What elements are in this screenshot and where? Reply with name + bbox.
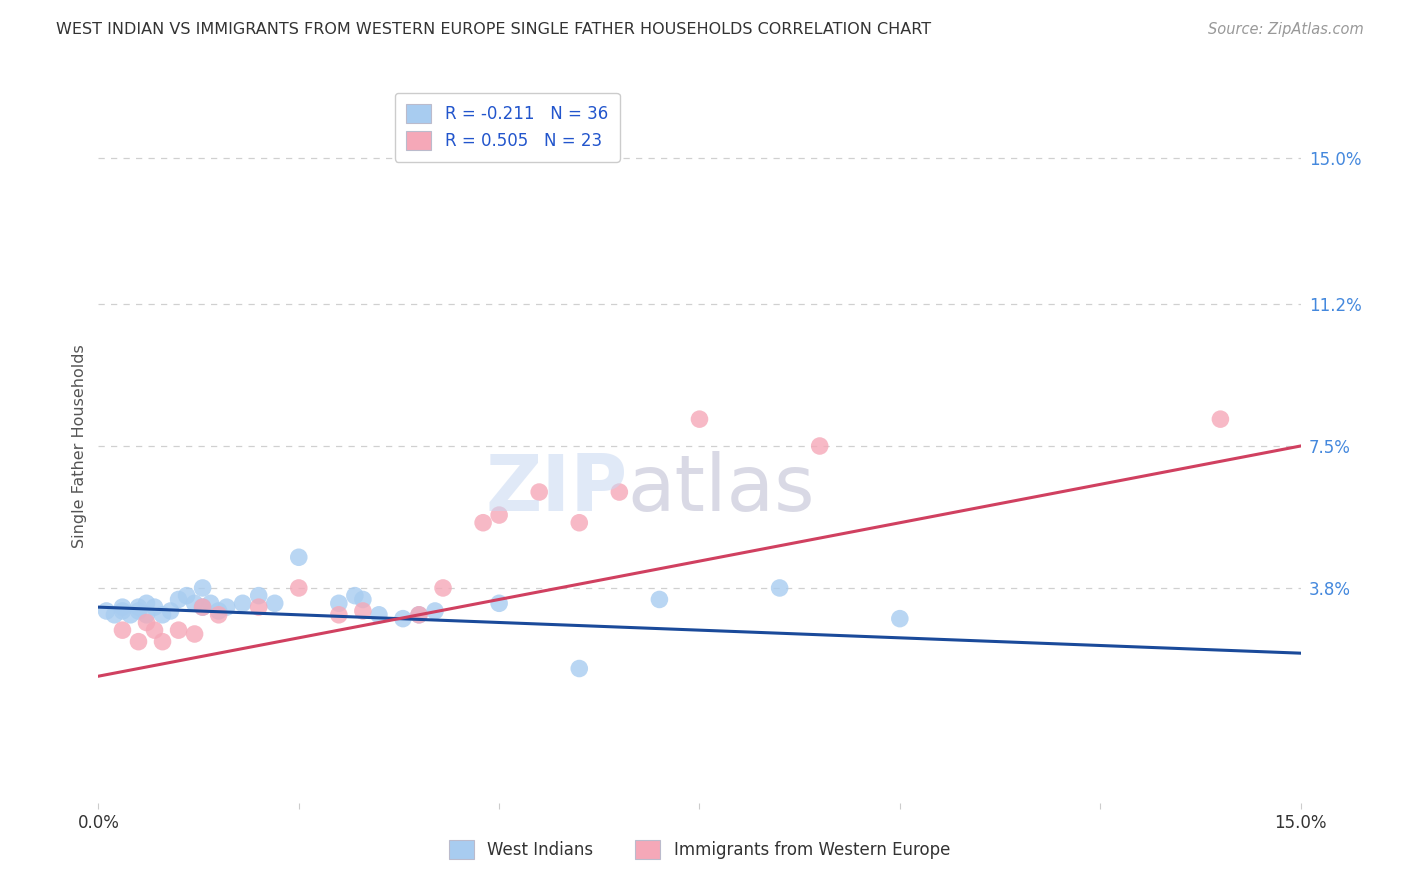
Point: [143, 623, 166, 637]
Point: [135, 607, 157, 622]
Point: [368, 607, 391, 622]
Y-axis label: Single Father Households: Single Father Households: [72, 344, 87, 548]
Point: [232, 596, 254, 610]
Point: [808, 439, 831, 453]
Point: [191, 600, 214, 615]
Point: [176, 589, 198, 603]
Point: [568, 661, 591, 675]
Point: [328, 596, 350, 610]
Point: [215, 600, 238, 615]
Point: [889, 612, 911, 626]
Text: Source: ZipAtlas.com: Source: ZipAtlas.com: [1208, 22, 1364, 37]
Point: [288, 550, 311, 565]
Point: [408, 607, 430, 622]
Point: [568, 516, 591, 530]
Point: [343, 589, 366, 603]
Point: [392, 612, 415, 626]
Point: [111, 623, 134, 637]
Text: atlas: atlas: [627, 450, 815, 527]
Point: [247, 589, 270, 603]
Point: [183, 627, 205, 641]
Point: [128, 604, 150, 618]
Point: [135, 596, 157, 610]
Point: [432, 581, 454, 595]
Point: [183, 596, 205, 610]
Point: [159, 604, 181, 618]
Point: [128, 600, 150, 615]
Point: [648, 592, 671, 607]
Point: [135, 615, 157, 630]
Point: [128, 634, 150, 648]
Point: [529, 485, 551, 500]
Point: [152, 607, 174, 622]
Point: [96, 604, 118, 618]
Point: [152, 634, 174, 648]
Point: [200, 596, 222, 610]
Point: [167, 623, 190, 637]
Point: [191, 600, 214, 615]
Point: [288, 581, 311, 595]
Point: [488, 596, 510, 610]
Point: [328, 607, 350, 622]
Point: [111, 604, 134, 618]
Point: [111, 600, 134, 615]
Point: [247, 600, 270, 615]
Point: [352, 592, 374, 607]
Point: [423, 604, 446, 618]
Point: [408, 607, 430, 622]
Point: [103, 607, 125, 622]
Point: [143, 600, 166, 615]
Point: [352, 604, 374, 618]
Point: [167, 592, 190, 607]
Point: [263, 596, 285, 610]
Point: [472, 516, 495, 530]
Point: [689, 412, 711, 426]
Point: [208, 607, 231, 622]
Point: [120, 607, 142, 622]
Point: [769, 581, 792, 595]
Text: WEST INDIAN VS IMMIGRANTS FROM WESTERN EUROPE SINGLE FATHER HOUSEHOLDS CORRELATI: WEST INDIAN VS IMMIGRANTS FROM WESTERN E…: [56, 22, 931, 37]
Text: ZIP: ZIP: [485, 450, 627, 527]
Point: [1209, 412, 1232, 426]
Point: [208, 604, 231, 618]
Legend: West Indians, Immigrants from Western Europe: West Indians, Immigrants from Western Eu…: [443, 834, 956, 866]
Point: [191, 581, 214, 595]
Point: [488, 508, 510, 522]
Point: [609, 485, 631, 500]
